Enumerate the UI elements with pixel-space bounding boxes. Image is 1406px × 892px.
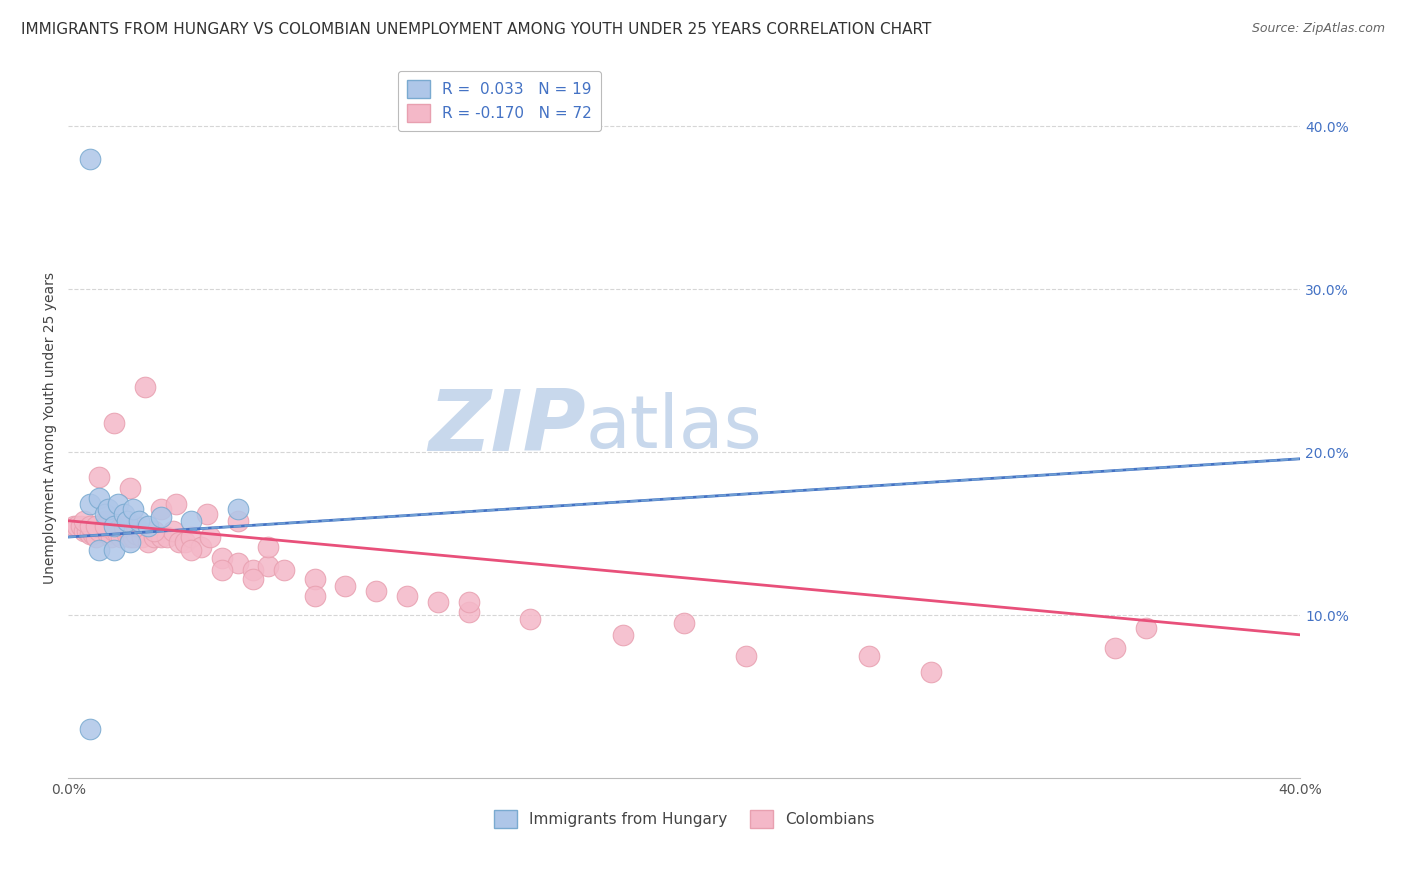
Point bbox=[79, 526, 101, 541]
Point bbox=[94, 518, 117, 533]
Point bbox=[198, 530, 221, 544]
Point bbox=[273, 563, 295, 577]
Point bbox=[87, 491, 110, 505]
Point bbox=[103, 543, 125, 558]
Point bbox=[91, 518, 114, 533]
Point bbox=[156, 530, 179, 544]
Point bbox=[128, 514, 150, 528]
Point bbox=[304, 573, 326, 587]
Point bbox=[87, 524, 110, 538]
Point bbox=[165, 498, 187, 512]
Point bbox=[84, 518, 107, 533]
Point bbox=[143, 524, 166, 538]
Point bbox=[366, 583, 388, 598]
Point bbox=[226, 514, 249, 528]
Point bbox=[143, 530, 166, 544]
Point bbox=[519, 611, 541, 625]
Point bbox=[304, 589, 326, 603]
Point bbox=[174, 535, 197, 549]
Point bbox=[103, 518, 125, 533]
Point bbox=[115, 526, 138, 541]
Point bbox=[149, 510, 172, 524]
Point bbox=[167, 535, 190, 549]
Point bbox=[734, 648, 756, 663]
Point bbox=[112, 507, 135, 521]
Point bbox=[426, 595, 449, 609]
Point bbox=[66, 518, 89, 533]
Point bbox=[211, 551, 233, 566]
Point bbox=[858, 648, 880, 663]
Point bbox=[457, 595, 479, 609]
Point bbox=[226, 502, 249, 516]
Point bbox=[118, 481, 141, 495]
Point bbox=[1135, 621, 1157, 635]
Point bbox=[162, 524, 184, 538]
Point bbox=[63, 518, 86, 533]
Point bbox=[112, 518, 135, 533]
Point bbox=[122, 530, 145, 544]
Point bbox=[107, 526, 129, 541]
Point bbox=[79, 723, 101, 737]
Point bbox=[118, 535, 141, 549]
Point bbox=[125, 518, 148, 533]
Point bbox=[211, 563, 233, 577]
Text: Source: ZipAtlas.com: Source: ZipAtlas.com bbox=[1251, 22, 1385, 36]
Point bbox=[149, 530, 172, 544]
Point bbox=[110, 530, 132, 544]
Point bbox=[190, 540, 212, 554]
Point bbox=[94, 507, 117, 521]
Point bbox=[112, 518, 135, 533]
Point bbox=[115, 514, 138, 528]
Point bbox=[612, 628, 634, 642]
Point bbox=[94, 514, 117, 528]
Point bbox=[79, 518, 101, 533]
Point bbox=[195, 507, 218, 521]
Point bbox=[97, 526, 120, 541]
Point bbox=[335, 579, 357, 593]
Text: atlas: atlas bbox=[586, 392, 762, 463]
Point bbox=[134, 380, 156, 394]
Point bbox=[673, 616, 696, 631]
Point bbox=[136, 535, 159, 549]
Point bbox=[69, 518, 91, 533]
Point bbox=[100, 530, 122, 544]
Point bbox=[257, 540, 280, 554]
Point bbox=[180, 514, 202, 528]
Point bbox=[79, 498, 101, 512]
Point bbox=[103, 524, 125, 538]
Text: ZIP: ZIP bbox=[427, 386, 586, 469]
Point bbox=[457, 605, 479, 619]
Point bbox=[97, 502, 120, 516]
Point bbox=[125, 526, 148, 541]
Point bbox=[72, 524, 94, 538]
Point bbox=[122, 502, 145, 516]
Point bbox=[395, 589, 418, 603]
Point bbox=[180, 530, 202, 544]
Point bbox=[87, 469, 110, 483]
Point bbox=[107, 498, 129, 512]
Point bbox=[242, 563, 264, 577]
Point bbox=[79, 152, 101, 166]
Point bbox=[118, 530, 141, 544]
Point bbox=[76, 524, 98, 538]
Point bbox=[84, 530, 107, 544]
Legend: Immigrants from Hungary, Colombians: Immigrants from Hungary, Colombians bbox=[488, 804, 880, 834]
Point bbox=[920, 665, 942, 680]
Point bbox=[149, 502, 172, 516]
Point bbox=[226, 556, 249, 570]
Y-axis label: Unemployment Among Youth under 25 years: Unemployment Among Youth under 25 years bbox=[44, 272, 58, 584]
Point bbox=[82, 526, 104, 541]
Point bbox=[103, 416, 125, 430]
Point bbox=[72, 514, 94, 528]
Point bbox=[242, 573, 264, 587]
Point bbox=[87, 543, 110, 558]
Point bbox=[131, 530, 153, 544]
Point bbox=[1104, 640, 1126, 655]
Point bbox=[180, 543, 202, 558]
Point bbox=[257, 559, 280, 574]
Text: IMMIGRANTS FROM HUNGARY VS COLOMBIAN UNEMPLOYMENT AMONG YOUTH UNDER 25 YEARS COR: IMMIGRANTS FROM HUNGARY VS COLOMBIAN UNE… bbox=[21, 22, 931, 37]
Point bbox=[136, 518, 159, 533]
